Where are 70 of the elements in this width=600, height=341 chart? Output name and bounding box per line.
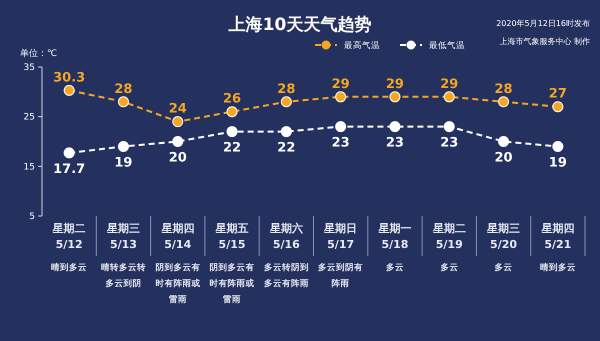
data-label: 22 <box>223 140 242 156</box>
text: 阴到多云有时有阵雨或雷雨 <box>155 262 200 305</box>
text: 晴到多云 <box>540 262 576 273</box>
point <box>335 121 346 132</box>
data-label: 20 <box>168 150 187 166</box>
point <box>64 147 75 158</box>
point <box>552 101 564 112</box>
data-label: 29 <box>440 76 458 92</box>
point <box>389 91 400 102</box>
data-label: 17.7 <box>53 162 86 177</box>
chart-title: 上海10天天气趋势 <box>228 15 372 35</box>
x-tick-label: 星期二 5/19 <box>432 222 466 251</box>
text: 多云 <box>494 262 513 273</box>
x-tick-label: 星期二 5/12 <box>52 222 86 251</box>
point <box>498 96 510 108</box>
text: 上海市气象服务中心 制作 <box>499 37 590 46</box>
point <box>226 126 238 138</box>
point <box>389 121 400 132</box>
text: 多云转阴到多云有阵雨 <box>264 262 309 289</box>
point <box>172 116 184 128</box>
data-label: 23 <box>386 136 404 151</box>
y-tick-label: 25 <box>24 112 35 123</box>
x-tick-label: 星期六 5/16 <box>268 222 303 251</box>
text: 多云 <box>440 262 458 273</box>
data-label: 19 <box>114 155 132 170</box>
legend-label: 最高气温 <box>344 40 380 51</box>
x-tick-label: 星期三 5/20 <box>486 222 520 251</box>
data-label: 28 <box>277 82 296 97</box>
data-label: 29 <box>332 76 350 92</box>
y-axis-title: 单位：℃ <box>20 48 58 59</box>
data-label: 20 <box>494 150 513 166</box>
y-tick-label: 15 <box>24 162 35 172</box>
point <box>280 126 292 138</box>
data-label: 28 <box>114 82 132 97</box>
text: 晴到多云 <box>51 262 88 273</box>
point <box>444 91 455 102</box>
legend-label: 最低气温 <box>429 40 465 51</box>
x-tick-label: 星期一 5/18 <box>377 222 412 251</box>
point <box>335 91 346 102</box>
data-label: 28 <box>494 82 513 97</box>
text: 晴转多云转多云到阴 <box>100 262 146 289</box>
x-tick-label: 星期三 5/13 <box>106 222 140 251</box>
data-label: 24 <box>168 102 187 117</box>
point <box>172 136 184 147</box>
text: 多云 <box>386 262 404 273</box>
point <box>280 96 292 108</box>
x-tick-label: 星期四 5/14 <box>160 222 194 251</box>
y-tick-label: 35 <box>24 63 35 73</box>
point <box>444 121 455 132</box>
text: 2020年5月12日16时发布 <box>496 19 590 28</box>
text: 阴到多云有时有阵雨或雷雨 <box>210 262 255 305</box>
y-tick-label: 5 <box>29 212 35 222</box>
data-label: 27 <box>548 86 567 102</box>
data-label: 22 <box>277 140 296 156</box>
point <box>118 140 129 152</box>
text: 多云到阴有阵雨 <box>318 262 364 289</box>
x-tick-label: 星期五 5/15 <box>214 222 249 251</box>
x-tick-label: 星期日 5/17 <box>323 222 358 251</box>
x-tick-label: 星期四 5/21 <box>540 222 574 251</box>
point <box>118 96 129 108</box>
point <box>226 106 238 118</box>
data-label: 26 <box>223 92 242 107</box>
data-label: 30.3 <box>53 70 86 86</box>
point <box>64 84 75 96</box>
point <box>498 136 510 147</box>
data-label: 23 <box>332 136 350 151</box>
point <box>552 140 564 152</box>
data-label: 19 <box>548 155 567 170</box>
data-label: 23 <box>440 136 458 151</box>
data-label: 29 <box>386 76 404 92</box>
